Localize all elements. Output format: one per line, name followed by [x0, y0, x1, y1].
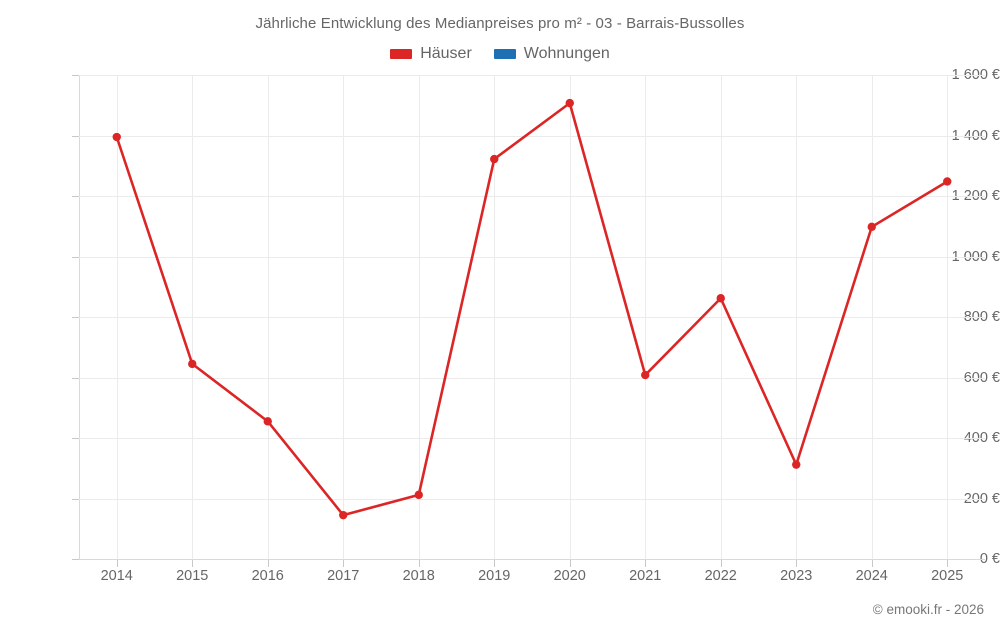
gridline-horizontal — [79, 438, 985, 439]
data-point-marker[interactable] — [490, 154, 499, 164]
x-axis-tick-label: 2024 — [855, 568, 888, 584]
gridline-horizontal — [79, 135, 985, 137]
x-axis-tick-label: 2021 — [629, 568, 662, 584]
data-point-marker[interactable] — [414, 490, 423, 500]
y-axis-tick-mark — [72, 135, 79, 137]
x-axis-tick-label: 2022 — [704, 568, 737, 584]
gridline-vertical — [494, 75, 496, 559]
x-axis-tick-mark — [418, 560, 420, 567]
x-axis-tick-label: 2018 — [402, 568, 435, 584]
gridline-vertical — [871, 75, 873, 559]
data-point-marker[interactable] — [716, 294, 725, 303]
series-layer — [112, 98, 952, 520]
gridline-vertical — [796, 75, 798, 559]
y-axis-tick-mark — [72, 256, 79, 258]
gridline-vertical — [569, 75, 571, 559]
gridline-vertical — [192, 75, 194, 559]
y-axis-tick-mark — [72, 498, 79, 500]
x-axis-tick-mark — [796, 560, 798, 567]
x-axis-tick-label: 2020 — [553, 568, 586, 584]
y-axis-tick-mark — [72, 377, 79, 379]
gridline-horizontal — [79, 256, 985, 258]
gridline-horizontal — [79, 498, 985, 500]
chart-title: Jährliche Entwicklung des Medianpreises … — [255, 15, 745, 32]
y-axis-tick-mark — [72, 196, 79, 197]
y-axis-tick-mark — [72, 317, 79, 318]
gridline-horizontal — [79, 377, 985, 379]
x-axis-tick-mark — [947, 560, 949, 567]
gridline-vertical — [947, 75, 949, 559]
data-point-marker[interactable] — [188, 359, 197, 369]
gridline-horizontal — [79, 75, 985, 76]
y-axis-tick-label: 0 € — [979, 551, 1000, 567]
x-axis-tick-label: 2014 — [100, 568, 133, 584]
data-point-marker[interactable] — [112, 132, 121, 142]
legend-swatch-icon-hauser — [390, 49, 413, 59]
x-axis-tick-label: 2025 — [931, 568, 964, 584]
data-point-marker[interactable] — [867, 222, 876, 232]
x-axis-tick-label: 2017 — [327, 568, 360, 584]
gridline-vertical — [267, 75, 269, 559]
x-axis-tick-label: 2015 — [176, 568, 209, 584]
legend-item-wohnungen[interactable]: Wohnungen — [493, 45, 610, 63]
x-axis-tick-label: 2019 — [478, 568, 511, 584]
data-point-marker[interactable] — [339, 510, 348, 520]
x-axis-tick-mark — [116, 560, 118, 567]
chart-legend: Häuser Wohnungen — [0, 45, 1000, 63]
x-axis-tick-mark — [720, 560, 722, 567]
x-axis-tick-mark — [871, 560, 873, 567]
gridline-vertical — [645, 75, 647, 559]
x-axis-tick-label: 2016 — [251, 568, 284, 584]
footer-credit: © emooki.fr - 2026 — [872, 602, 984, 617]
gridline-horizontal — [79, 317, 985, 318]
data-point-marker[interactable] — [792, 460, 801, 469]
x-axis-tick-label: 2023 — [780, 568, 813, 584]
legend-item-hauser[interactable]: Häuser — [390, 45, 472, 63]
x-axis-tick-mark — [267, 560, 269, 567]
series-line-häuser — [115, 101, 949, 517]
y-axis-tick-mark — [72, 438, 79, 439]
x-axis-tick-mark — [645, 560, 647, 567]
y-axis-tick-mark — [72, 75, 79, 76]
x-axis-tick-mark — [494, 560, 496, 567]
x-axis-tick-mark — [343, 560, 345, 567]
legend-label-hauser: Häuser — [420, 45, 472, 62]
data-point-marker[interactable] — [565, 98, 574, 108]
legend-label-wohnungen: Wohnungen — [523, 45, 610, 62]
x-axis-tick-mark — [569, 560, 571, 567]
data-point-marker[interactable] — [263, 417, 272, 426]
data-point-marker[interactable] — [943, 177, 952, 186]
gridline-horizontal — [79, 196, 985, 197]
y-axis-tick-mark — [72, 559, 79, 560]
legend-swatch-icon-wohnungen — [493, 49, 516, 59]
gridline-vertical — [343, 75, 345, 559]
gridline-vertical — [116, 75, 118, 559]
plot-area — [79, 75, 985, 559]
x-axis-tick-mark — [192, 560, 194, 567]
x-axis-line — [79, 559, 985, 560]
gridline-vertical — [720, 75, 722, 559]
data-point-marker[interactable] — [641, 370, 650, 380]
gridline-vertical — [418, 75, 420, 559]
